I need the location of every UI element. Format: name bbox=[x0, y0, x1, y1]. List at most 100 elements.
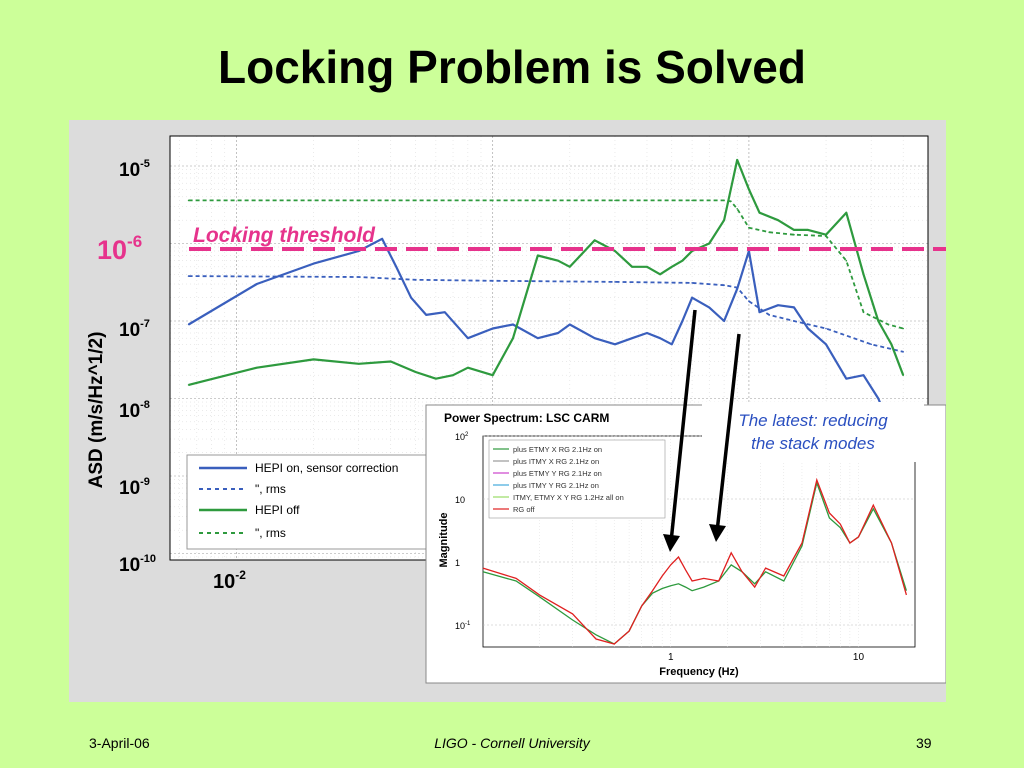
series-point-2 bbox=[890, 343, 893, 346]
y-tick-label: 10-8 bbox=[119, 399, 150, 422]
y-tick-label: 10-6 bbox=[97, 232, 142, 265]
series-point-0 bbox=[410, 296, 412, 299]
series-point-2 bbox=[593, 239, 596, 242]
series-point-2 bbox=[723, 219, 725, 221]
series-point-3 bbox=[358, 199, 360, 202]
inset-x-axis-label: Frequency (Hz) bbox=[659, 666, 739, 678]
series-point-0 bbox=[614, 343, 616, 346]
series-point-3 bbox=[793, 233, 795, 236]
inset-series-line-1 bbox=[482, 477, 908, 645]
footer-organization: LIGO - Cornell University bbox=[434, 735, 590, 751]
series-point-3 bbox=[187, 199, 190, 202]
series-point-0 bbox=[646, 332, 648, 334]
inset-x-tick-labels: 1 10 bbox=[668, 652, 865, 663]
series-point-3 bbox=[825, 235, 827, 237]
series-point-0 bbox=[491, 327, 494, 330]
series-point-3 bbox=[768, 231, 770, 233]
inset-title: Power Spectrum: LSC CARM bbox=[444, 411, 609, 425]
series-point-2 bbox=[358, 363, 360, 365]
series-point-2 bbox=[569, 266, 571, 268]
inset-legend-item-4: ITMY, ETMY X Y RG 1.2Hz all on bbox=[513, 493, 624, 502]
series-point-2 bbox=[614, 250, 616, 252]
series-point-2 bbox=[312, 358, 315, 361]
y-tick-label: 10-10 bbox=[119, 553, 156, 576]
series-point-3 bbox=[902, 327, 904, 330]
inset-y-tick-label: 1 bbox=[455, 558, 460, 568]
series-point-0 bbox=[758, 311, 761, 313]
legend-item-1: ", rms bbox=[255, 482, 286, 496]
legend-item-0: HEPI on, sensor correction bbox=[255, 461, 398, 475]
y-tick-label: 10-7 bbox=[119, 318, 150, 341]
series-point-3 bbox=[748, 226, 750, 229]
inset-legend-item-3: plus ITMY Y RG 2.1Hz on bbox=[513, 481, 599, 490]
series-point-2 bbox=[708, 242, 710, 245]
inset-legend-item-5: RG off bbox=[513, 505, 535, 514]
callout: The latest: reducing the stack modes bbox=[702, 402, 924, 462]
series-point-0 bbox=[777, 304, 779, 306]
series-point-1 bbox=[870, 343, 872, 346]
series-point-2 bbox=[414, 371, 417, 373]
series-point-2 bbox=[777, 219, 779, 221]
footer-date: 3-April-06 bbox=[89, 735, 150, 751]
series-point-2 bbox=[557, 259, 559, 262]
inset-legend: plus ETMY X RG 2.1Hz on plus ITMY X RG 2… bbox=[488, 439, 666, 519]
inset-series-group bbox=[482, 477, 908, 645]
series-point-0 bbox=[845, 377, 848, 380]
series-point-0 bbox=[877, 397, 880, 400]
series-point-2 bbox=[491, 374, 494, 376]
series-point-0 bbox=[537, 337, 539, 339]
series-point-1 bbox=[187, 275, 190, 277]
series-point-3 bbox=[862, 311, 865, 313]
series-point-1 bbox=[768, 314, 770, 316]
x-tick-labels: 10-2 bbox=[213, 568, 246, 593]
series-line-3 bbox=[188, 199, 904, 330]
series-point-3 bbox=[491, 199, 494, 202]
series-point-0 bbox=[312, 262, 315, 265]
series-point-2 bbox=[748, 188, 750, 191]
y-tick-label: 10-9 bbox=[119, 476, 150, 499]
inset-legend-item-0: plus ETMY X RG 2.1Hz on bbox=[513, 445, 602, 454]
series-point-1 bbox=[723, 284, 725, 286]
slide-title: Locking Problem is Solved bbox=[218, 41, 806, 93]
series-point-0 bbox=[631, 337, 633, 339]
series-point-1 bbox=[491, 280, 494, 282]
series-point-3 bbox=[723, 199, 725, 202]
series-point-2 bbox=[807, 229, 809, 231]
series-point-2 bbox=[877, 320, 880, 322]
main-series-group bbox=[187, 158, 905, 454]
x-tick-label: 10-2 bbox=[213, 568, 246, 593]
series-point-0 bbox=[467, 337, 469, 339]
threshold-label: Locking threshold bbox=[193, 224, 376, 247]
series-point-3 bbox=[887, 323, 890, 326]
series-point-2 bbox=[845, 211, 848, 214]
inset-y-tick-label: 10-1 bbox=[455, 621, 471, 631]
inset-y-tick-labels: 102 10 1 10-1 bbox=[455, 432, 471, 631]
legend-item-2: HEPI off bbox=[255, 503, 300, 517]
series-point-1 bbox=[736, 286, 738, 289]
arrow-left bbox=[669, 309, 697, 543]
series-point-2 bbox=[512, 337, 514, 339]
series-point-2 bbox=[631, 266, 633, 268]
series-point-0 bbox=[425, 314, 428, 316]
series-point-3 bbox=[691, 199, 693, 202]
series-point-1 bbox=[902, 351, 904, 353]
series-line-2 bbox=[188, 158, 905, 386]
series-point-2 bbox=[452, 374, 454, 376]
arrow-right-head bbox=[709, 524, 726, 542]
series-point-3 bbox=[736, 208, 738, 210]
callout-line-2: the stack modes bbox=[751, 434, 875, 453]
series-point-0 bbox=[569, 323, 571, 326]
series-point-3 bbox=[614, 199, 616, 202]
slide-number: 39 bbox=[916, 735, 932, 751]
series-point-0 bbox=[793, 306, 795, 309]
series-point-2 bbox=[902, 374, 904, 376]
series-point-1 bbox=[825, 327, 827, 330]
series-point-2 bbox=[862, 273, 865, 276]
series-point-1 bbox=[748, 300, 750, 302]
series-point-2 bbox=[671, 266, 673, 268]
series-point-2 bbox=[736, 159, 738, 161]
series-point-0 bbox=[825, 343, 827, 346]
series-point-3 bbox=[845, 259, 848, 262]
asd-chart: Locking threshold 10-5 10-6 10-7 10-8 10-9 10… bbox=[86, 135, 946, 684]
series-point-0 bbox=[381, 238, 383, 240]
